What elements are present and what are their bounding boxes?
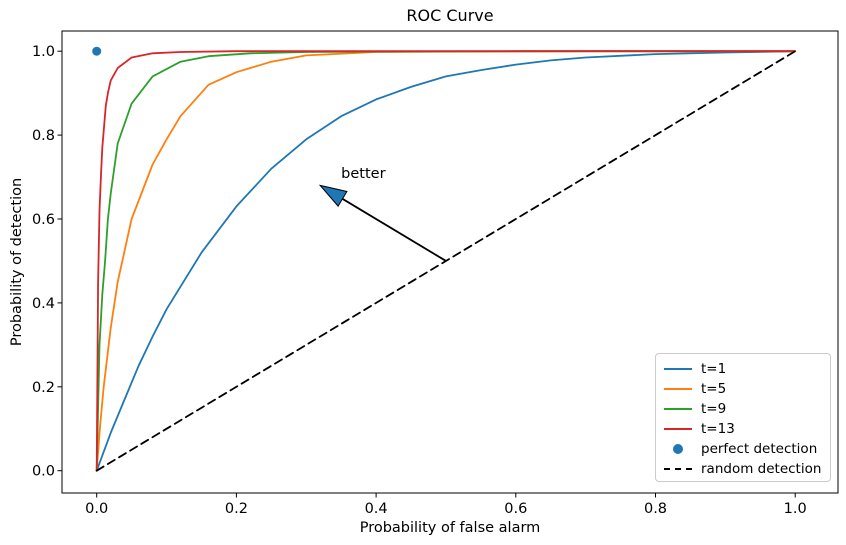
x-axis-label: Probability of false alarm (359, 520, 541, 536)
legend-item: t=9 (664, 399, 822, 419)
x-tick-label: 0.4 (365, 501, 388, 517)
y-tick-label: 0.4 (32, 296, 55, 312)
y-tick-label: 0.8 (32, 128, 55, 144)
legend-label: t=5 (701, 381, 727, 397)
legend-label: perfect detection (701, 441, 818, 457)
legend-item: t=13 (664, 419, 822, 439)
annotation-text: better (341, 166, 385, 182)
axes-frame (61, 30, 839, 494)
legend-item: t=5 (664, 379, 822, 399)
y-tick-label: 0.6 (32, 212, 55, 228)
legend: t=1 t=5 t=9 t=13 perfect detection random det… (655, 353, 831, 482)
y-axis-label: Probability of detection (9, 177, 25, 347)
legend-item: perfect detection (664, 439, 822, 459)
chart-title: ROC Curve (406, 6, 494, 25)
better-arrow-shaft (340, 197, 447, 262)
x-tick-label: 0.6 (504, 501, 527, 517)
legend-label: random detection (701, 461, 822, 477)
legend-label: t=9 (701, 401, 727, 417)
line-icon (664, 408, 692, 410)
perfect-detection-marker (92, 46, 102, 56)
legend-label: t=1 (701, 361, 727, 377)
legend-label: t=13 (701, 421, 735, 437)
legend-swatch-line (664, 428, 692, 430)
y-tick-label: 0.0 (32, 464, 55, 480)
legend-swatch-dashed (664, 468, 692, 470)
legend-swatch-line (664, 388, 692, 390)
dashed-line-icon (664, 468, 692, 470)
line-icon (664, 428, 692, 430)
legend-swatch-line (664, 368, 692, 370)
y-tick-label: 1.0 (32, 44, 55, 60)
legend-item: random detection (664, 459, 822, 479)
y-tick-label: 0.2 (32, 380, 55, 396)
series-line-t-1 (95, 50, 797, 472)
x-tick-label: 1.0 (784, 501, 807, 517)
line-icon (664, 368, 692, 370)
series-line-t-13 (95, 50, 797, 472)
x-tick-label: 0.0 (85, 501, 108, 517)
legend-swatch-line (664, 408, 692, 410)
better-arrowhead (318, 184, 348, 207)
legend-swatch-dot (664, 444, 692, 454)
x-tick-label: 0.2 (225, 501, 248, 517)
x-tick-label: 0.8 (644, 501, 667, 517)
legend-item: t=1 (664, 359, 822, 379)
line-icon (664, 388, 692, 390)
dot-marker-icon (673, 444, 683, 454)
